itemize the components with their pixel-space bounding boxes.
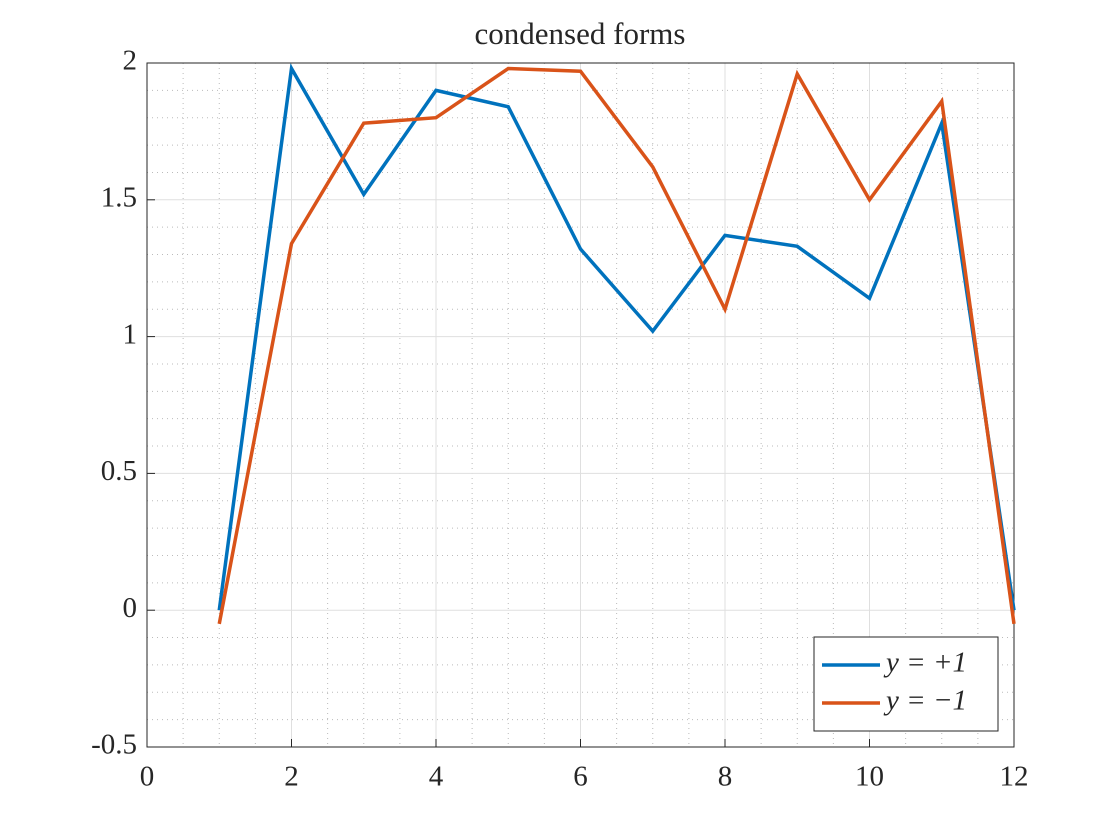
y-tick-label: -0.5 [91,729,137,761]
axes-box [146,62,1015,748]
x-tick-label: 4 [429,761,444,793]
y-tick-label: 2 [123,45,138,77]
x-tick-label: 10 [855,761,884,793]
x-tick-label: 6 [573,761,588,793]
chart-title: condensed forms [475,16,686,51]
x-tick-label: 2 [284,761,299,793]
x-tick-label: 0 [140,761,155,793]
series-line [217,63,1016,611]
y-tick-label: 1 [123,318,138,350]
series-line [217,66,1016,625]
legend-label: y = −1 [883,685,967,717]
x-tick-label: 8 [718,761,733,793]
y-tick-label: 1.5 [101,181,137,213]
legend-box [813,636,999,732]
y-tick-label: 0.5 [101,455,137,487]
legend-label: y = +1 [883,647,967,679]
x-tick-label: 12 [1000,761,1029,793]
y-tick-label: 0 [123,592,138,624]
